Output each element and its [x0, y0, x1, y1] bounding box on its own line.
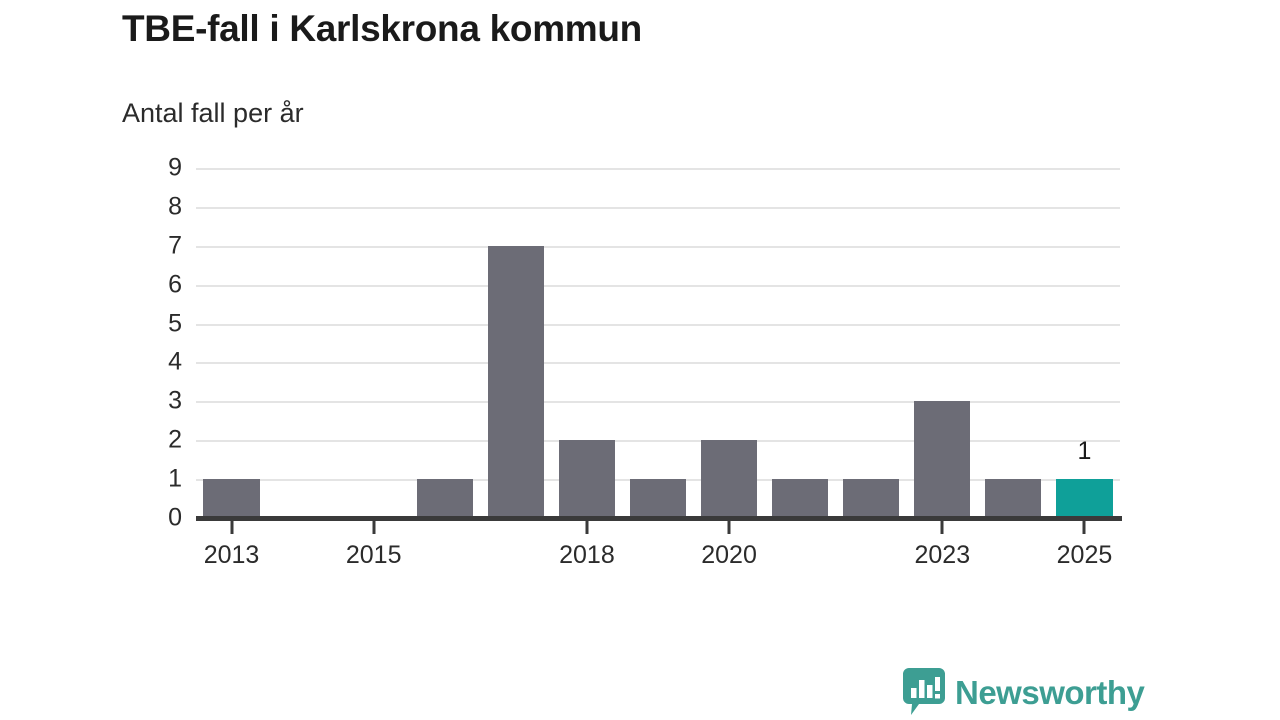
- x-tick-2020: [727, 521, 731, 534]
- logo-wordmark: Newsworthy: [955, 673, 1145, 711]
- bar-2020[interactable]: [701, 440, 758, 518]
- bar-2024[interactable]: [985, 479, 1042, 518]
- y-tick-label: 6: [168, 270, 182, 299]
- gridline: [196, 245, 1120, 248]
- gridline: [196, 362, 1120, 365]
- y-tick-label: 7: [168, 231, 182, 260]
- bar-2017[interactable]: [487, 245, 544, 518]
- x-axis: 2013 2015 2018 2020 2023 2025: [196, 540, 1120, 580]
- bar-2018[interactable]: [558, 440, 615, 518]
- y-tick-label: 1: [168, 464, 182, 493]
- chart-subtitle: Antal fall per år: [122, 98, 304, 128]
- bar-2025[interactable]: [1056, 479, 1113, 518]
- x-tick-2013: [230, 521, 234, 534]
- x-tick-2015: [372, 521, 376, 534]
- newsworthy-logo[interactable]: Newsworthy: [903, 668, 1145, 716]
- y-tick-label: 9: [168, 153, 182, 182]
- y-tick-label: 5: [168, 309, 182, 338]
- y-tick-label: 2: [168, 425, 182, 454]
- y-axis: 0 1 2 3 4 5 6 7 8 9: [140, 155, 182, 532]
- gridline: [196, 168, 1120, 170]
- speech-bubble-bar-chart-icon: [903, 668, 945, 716]
- bar-2016[interactable]: [416, 479, 473, 518]
- gridline: [196, 284, 1120, 287]
- chart-bars: 1: [196, 168, 1120, 518]
- x-tick-label-2018: 2018: [559, 541, 615, 569]
- x-tick-label-2015: 2015: [345, 541, 402, 569]
- y-tick-label: 4: [168, 347, 182, 376]
- bar-2013[interactable]: [203, 479, 260, 518]
- bar-2023[interactable]: [914, 401, 971, 518]
- page-title: TBE-fall i Karlskrona kommun: [122, 8, 642, 49]
- x-tick-2025: [1082, 521, 1086, 534]
- bar-value-label-2025: 1: [1077, 437, 1092, 466]
- x-tick-label-2025: 2025: [1056, 541, 1113, 569]
- y-tick-label: 3: [168, 386, 182, 415]
- x-tick-label-2023: 2023: [914, 541, 971, 569]
- gridline: [196, 440, 1120, 443]
- y-tick-label: 0: [168, 503, 182, 532]
- gridline: [196, 323, 1120, 326]
- bar-2019[interactable]: [629, 479, 687, 518]
- x-tick-label-2013: 2013: [203, 541, 260, 569]
- gridline: [196, 206, 1120, 209]
- x-axis-ticks: [196, 521, 1120, 535]
- bar-2022[interactable]: [843, 479, 900, 518]
- x-tick-label-2020: 2020: [701, 541, 757, 569]
- x-tick-2023: [940, 521, 944, 534]
- y-tick-label: 8: [168, 192, 182, 221]
- x-tick-2018: [585, 521, 589, 534]
- x-axis-line: [196, 516, 1122, 521]
- gridline: [196, 401, 1120, 404]
- bar-2021[interactable]: [772, 479, 829, 518]
